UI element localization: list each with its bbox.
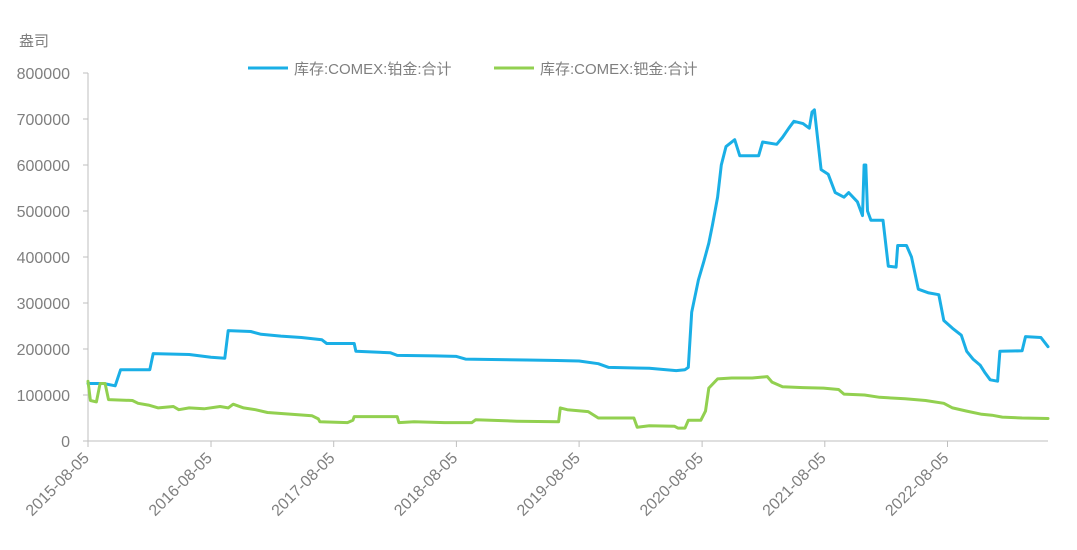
- x-tick-label: 2022-08-05: [882, 450, 952, 520]
- x-tick-label: 2016-08-05: [146, 450, 216, 520]
- series-line-palladium: [86, 375, 1050, 430]
- y-tick-label: 500000: [17, 204, 70, 221]
- x-tick-label: 2019-08-05: [514, 450, 584, 520]
- y-tick-label: 600000: [17, 158, 70, 175]
- legend-label-palladium: 库存:COMEX:钯金:合计: [540, 61, 698, 78]
- x-axis: 2015-08-05 2016-08-05 2017-08-05 2018-08-05…: [23, 440, 1048, 520]
- y-tick-label: 0: [61, 434, 70, 451]
- series-layer: [86, 108, 1050, 430]
- legend-label-platinum: 库存:COMEX:铂金:合计: [294, 61, 452, 78]
- y-axis: 0 100000 200000 300000 400000 500000 600000 700…: [17, 66, 89, 451]
- y-tick-label: 700000: [17, 112, 70, 129]
- y-axis-unit: 盎司: [19, 33, 49, 50]
- y-tick-label: 200000: [17, 342, 70, 359]
- x-tick-label: 2021-08-05: [760, 450, 830, 520]
- y-tick-label: 300000: [17, 296, 70, 313]
- legend-item-palladium: 库存:COMEX:钯金:合计: [494, 61, 698, 78]
- x-tick-label: 2017-08-05: [269, 450, 339, 520]
- y-tick-label: 400000: [17, 250, 70, 267]
- series-line-platinum: [86, 108, 1050, 388]
- x-tick-label: 2015-08-05: [23, 450, 93, 520]
- y-tick-label: 100000: [17, 388, 70, 405]
- legend-item-platinum: 库存:COMEX:铂金:合计: [248, 61, 452, 78]
- legend: 库存:COMEX:铂金:合计 库存:COMEX:钯金:合计: [248, 61, 698, 78]
- x-tick-label: 2018-08-05: [391, 450, 461, 520]
- y-tick-label: 800000: [17, 66, 70, 83]
- x-tick-label: 2020-08-05: [637, 450, 707, 520]
